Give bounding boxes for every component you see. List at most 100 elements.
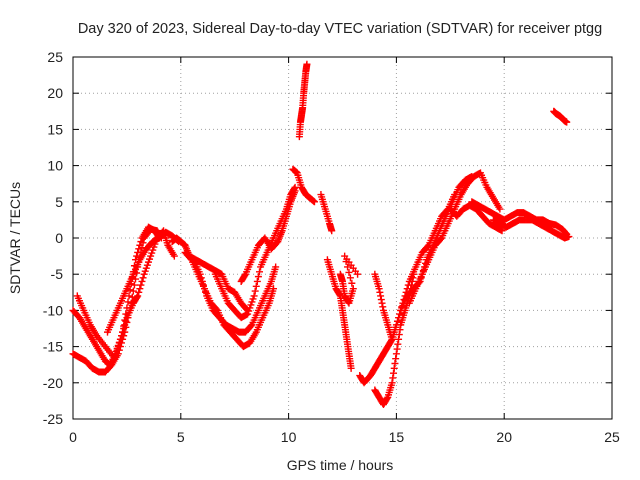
data-point-s3 bbox=[119, 328, 127, 336]
data-point-s14 bbox=[344, 263, 352, 271]
grid-lines bbox=[73, 57, 612, 419]
data-point-s17 bbox=[377, 292, 385, 300]
data-point-s14 bbox=[349, 285, 357, 293]
y-tick-label: -5 bbox=[51, 266, 64, 282]
data-point-s3 bbox=[137, 281, 145, 289]
y-tick-label: 20 bbox=[47, 85, 63, 101]
y-tick-label: -10 bbox=[43, 302, 63, 318]
data-point-s13 bbox=[347, 364, 355, 372]
data-point-s17 bbox=[379, 303, 387, 311]
data-point-s14 bbox=[348, 279, 356, 287]
data-point-s20 bbox=[498, 227, 506, 235]
x-tick-label: 15 bbox=[389, 429, 405, 445]
data-point-s16 bbox=[383, 394, 391, 402]
data-point-s17 bbox=[378, 299, 386, 307]
data-point-s16 bbox=[393, 345, 401, 353]
data-point-s17 bbox=[396, 310, 404, 318]
x-axis-label: GPS time / hours bbox=[287, 457, 394, 473]
data-point-s17 bbox=[376, 288, 384, 296]
data-point-s3 bbox=[121, 321, 129, 329]
y-tick-label: -15 bbox=[43, 339, 63, 355]
x-tick-label: 0 bbox=[69, 429, 77, 445]
data-point-s17 bbox=[392, 321, 400, 329]
data-point-s13 bbox=[336, 291, 344, 299]
x-tick-label: 25 bbox=[604, 429, 620, 445]
axes bbox=[72, 56, 613, 420]
data-point-s3 bbox=[134, 292, 142, 300]
data-points bbox=[69, 60, 573, 409]
data-point-s1 bbox=[126, 286, 134, 294]
data-point-s3 bbox=[133, 293, 141, 301]
data-point-s17 bbox=[375, 285, 383, 293]
data-point-s14 bbox=[345, 268, 353, 276]
data-point-s3 bbox=[139, 274, 147, 282]
data-point-s3 bbox=[138, 277, 146, 285]
data-point-s9 bbox=[291, 183, 299, 191]
y-tick-label: 15 bbox=[47, 121, 63, 137]
data-point-s16 bbox=[392, 355, 400, 363]
data-point-s16 bbox=[395, 335, 403, 343]
chart-title: Day 320 of 2023, Sidereal Day-to-day VTE… bbox=[78, 21, 602, 37]
data-point-s9 bbox=[250, 292, 258, 300]
data-point-s3 bbox=[170, 252, 178, 260]
data-point-s7 bbox=[199, 281, 207, 289]
data-point-s10 bbox=[310, 198, 318, 206]
data-point-s3 bbox=[118, 332, 126, 340]
data-point-s3 bbox=[135, 288, 143, 296]
data-point-s7 bbox=[201, 285, 209, 293]
data-point-s14 bbox=[354, 270, 362, 278]
data-point-s6 bbox=[187, 255, 195, 263]
data-point-s16 bbox=[390, 364, 398, 372]
data-point-s9 bbox=[290, 185, 298, 193]
x-tick-label: 20 bbox=[496, 429, 512, 445]
data-point-s14 bbox=[346, 274, 354, 282]
data-point-s3 bbox=[136, 285, 144, 293]
data-point-s11 bbox=[303, 60, 311, 68]
y-tick-label: 0 bbox=[55, 230, 63, 246]
data-point-s17 bbox=[377, 296, 385, 304]
data-point-s17 bbox=[393, 317, 401, 325]
y-tick-label: 10 bbox=[47, 158, 63, 174]
data-point-s7 bbox=[272, 263, 280, 271]
data-point-s7 bbox=[202, 288, 210, 296]
data-point-s22 bbox=[565, 233, 573, 241]
data-point-s9 bbox=[255, 268, 263, 276]
data-point-s2 bbox=[130, 281, 138, 289]
data-point-s3 bbox=[116, 335, 124, 343]
y-tick-label: -20 bbox=[43, 375, 63, 391]
data-point-s17 bbox=[404, 281, 412, 289]
tick-labels: 0 5 10 15 20 25 -25 -20 -15 -10 -5 0 5 10 15 20 25 bbox=[43, 49, 620, 445]
data-point-s19 bbox=[437, 235, 445, 243]
y-tick-label: -25 bbox=[43, 411, 63, 427]
data-point-s3 bbox=[120, 325, 128, 332]
data-point-s23 bbox=[563, 118, 571, 126]
data-point-s16 bbox=[392, 350, 400, 358]
data-point-s7 bbox=[197, 274, 205, 282]
data-point-s7 bbox=[196, 270, 204, 278]
data-point-s9 bbox=[254, 273, 262, 281]
x-tick-label: 10 bbox=[281, 429, 297, 445]
data-point-s19 bbox=[496, 205, 504, 213]
data-point-s16 bbox=[388, 379, 396, 387]
data-point-s9 bbox=[251, 287, 259, 295]
data-point-s7 bbox=[247, 322, 255, 330]
data-point-s16 bbox=[391, 359, 399, 367]
data-point-s8 bbox=[241, 271, 249, 279]
data-point-s2 bbox=[139, 239, 147, 247]
data-point-s2 bbox=[129, 287, 137, 295]
data-point-s14 bbox=[344, 298, 352, 306]
data-point-s17 bbox=[403, 285, 411, 293]
data-point-s1 bbox=[135, 245, 143, 253]
data-point-s7 bbox=[198, 277, 206, 285]
data-point-s17 bbox=[395, 314, 403, 322]
data-point-s3 bbox=[122, 317, 130, 325]
data-point-s1 bbox=[124, 298, 132, 306]
data-point-s9 bbox=[253, 277, 261, 285]
data-point-s16 bbox=[390, 369, 398, 377]
x-tick-label: 5 bbox=[177, 429, 185, 445]
y-axis-label: SDTVAR / TECUs bbox=[7, 182, 23, 294]
data-point-s9 bbox=[252, 282, 260, 290]
y-tick-label: 5 bbox=[55, 194, 63, 210]
data-point-s16 bbox=[394, 340, 402, 348]
